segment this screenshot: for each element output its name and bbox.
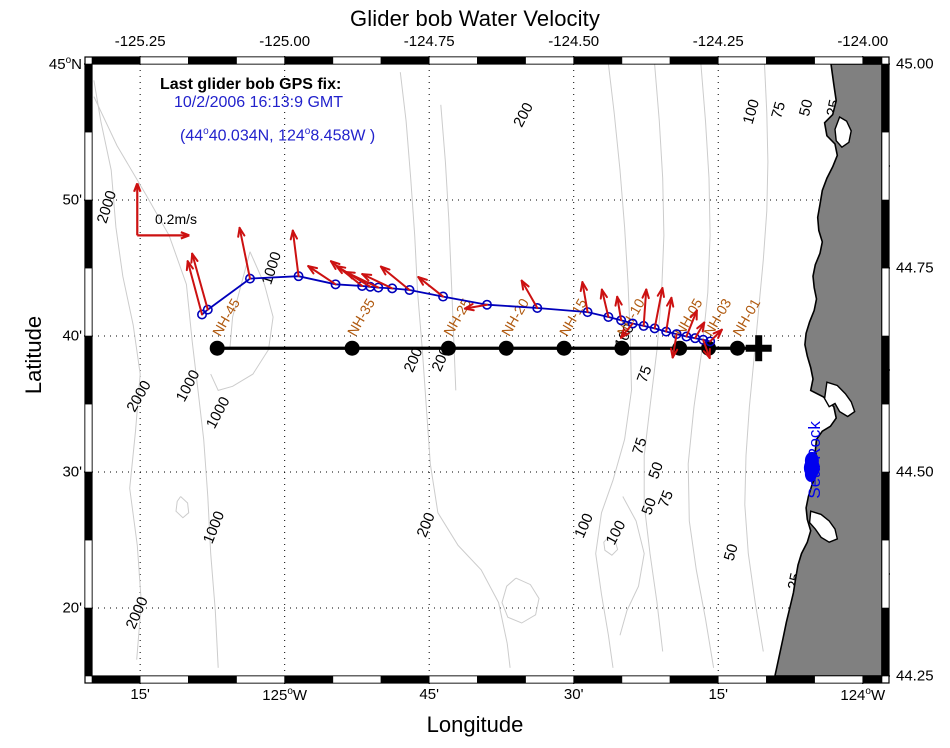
velocity-arrow [579, 281, 589, 314]
gps-fix-timestamp: 10/2/2006 16:13:9 GMT [174, 93, 343, 111]
track-point[interactable] [404, 285, 415, 296]
axis-tick-label: 20' [62, 599, 82, 617]
station-marker[interactable] [209, 340, 225, 356]
contour-label: 75 [655, 488, 677, 510]
x-axis-label: Longitude [426, 712, 524, 737]
contour-label: 75 [629, 436, 650, 457]
map-plot-area[interactable]: 2000 2000 2000 1000 1000 1000 1000 200 200 200 200… [92, 64, 882, 676]
station-marker[interactable] [614, 340, 630, 356]
velocity-arrow [665, 296, 675, 333]
track-point[interactable] [705, 336, 716, 347]
axis-tick-label: 50' [62, 191, 82, 209]
axis-tick-label: 15' [130, 686, 150, 703]
contour-label: 50 [638, 496, 660, 517]
contour-label: 75 [768, 100, 789, 121]
velocity-vectors [185, 226, 723, 360]
axis-tick-label: 44.75 [896, 259, 934, 277]
gps-fix-coordinates: (44o40.034N, 124o8.458W ) [180, 125, 376, 145]
place-label: Seal Rock [805, 421, 824, 499]
velocity-arrow [463, 303, 488, 312]
station-marker[interactable] [498, 340, 514, 356]
axis-tick-label: 44.50 [896, 463, 934, 481]
velocity-arrow [520, 279, 539, 309]
page-title: Glider bob Water Velocity [350, 6, 600, 31]
track-point[interactable] [627, 318, 638, 329]
velocity-arrow [379, 265, 411, 292]
axis-tick-label: 45' [419, 686, 439, 703]
velocity-arrow [614, 295, 623, 322]
axis-tick-label: 30' [563, 686, 584, 703]
axis-tick-label: -124.25 [692, 33, 744, 50]
vector-scale-key [133, 182, 190, 240]
velocity-arrow [641, 288, 650, 327]
velocity-arrow [237, 226, 251, 280]
velocity-arrow [361, 273, 394, 290]
contour-label: 50 [721, 542, 742, 563]
bathymetry-contours [93, 64, 769, 668]
axis-tick-label: -124.75 [403, 33, 455, 50]
velocity-arrow [185, 260, 204, 316]
track-point[interactable] [197, 309, 208, 320]
seal-rock-marker [803, 451, 820, 482]
land-mass [774, 64, 882, 676]
station-marker[interactable] [440, 340, 456, 356]
track-point[interactable] [387, 283, 398, 294]
axis-tick-label: -125.00 [259, 33, 311, 50]
contour-label: 75 [634, 363, 656, 384]
place-labels: Seal Rock [805, 421, 824, 499]
velocity-arrow [307, 265, 337, 286]
track-point[interactable] [330, 279, 341, 290]
axis-tick-label: 44.25 [896, 667, 934, 685]
axis-tick-label: 45.00 [896, 55, 934, 73]
station-marker[interactable] [556, 340, 572, 356]
velocity-arrow [653, 287, 665, 330]
y-axis-label: Latitude [21, 315, 46, 395]
axis-tick-label: 40' [62, 327, 82, 345]
axis-tick-label: 45oN [48, 55, 82, 73]
track-point[interactable] [202, 304, 213, 315]
map-gridlines [92, 64, 882, 676]
gps-fix-annotation: Last glider bob GPS fix: 10/2/2006 16:13… [160, 76, 580, 145]
velocity-arrow [694, 321, 706, 340]
axis-tick-label: 125oW [262, 686, 308, 704]
velocity-arrow [289, 229, 300, 278]
velocity-arrow [344, 270, 380, 289]
axis-tick-label: -124.00 [837, 33, 889, 50]
velocity-arrow [685, 309, 698, 338]
track-point[interactable] [438, 291, 449, 302]
velocity-arrow [190, 252, 209, 311]
axis-tick-label: 30' [62, 463, 82, 481]
velocity-arrow [702, 338, 711, 360]
axis-tick-label: 15' [708, 686, 728, 703]
gps-fix-heading: Last glider bob GPS fix: [160, 76, 342, 93]
station-marker[interactable] [344, 340, 360, 356]
station-marker[interactable] [729, 340, 745, 356]
velocity-arrow [619, 322, 634, 339]
vector-scale-label: 0.2m/s [155, 211, 198, 227]
track-point[interactable] [373, 282, 384, 293]
track-point[interactable] [698, 334, 709, 345]
axis-tick-label: -125.25 [114, 33, 166, 50]
velocity-arrow [669, 333, 679, 359]
velocity-arrow [599, 288, 610, 318]
contour-label: 100 [740, 97, 763, 126]
contour-label: 50 [645, 460, 667, 481]
axis-tick-label: 124oW [840, 686, 886, 704]
axis-tick-label: -124.50 [548, 33, 600, 50]
velocity-arrow [709, 328, 723, 343]
map-ruler-frame [84, 56, 890, 684]
velocity-arrow [417, 276, 445, 298]
contour-label: 50 [796, 98, 817, 118]
track-point[interactable] [532, 302, 543, 313]
